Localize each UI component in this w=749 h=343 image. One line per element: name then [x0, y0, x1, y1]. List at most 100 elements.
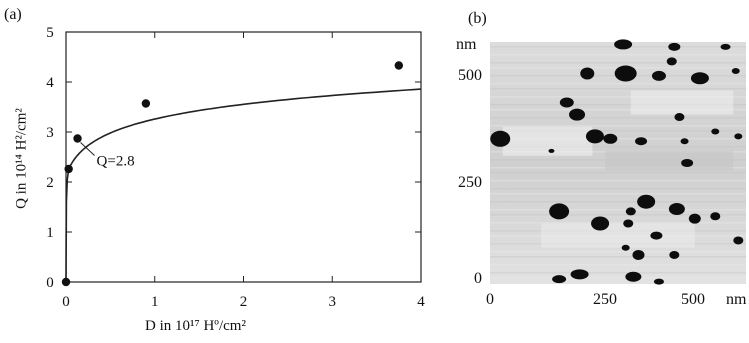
blister	[569, 108, 586, 121]
scan-line	[490, 256, 746, 258]
scan-line	[490, 264, 746, 266]
blister	[734, 133, 743, 140]
scan-line	[490, 209, 746, 211]
blister	[614, 39, 633, 50]
scan-line	[490, 130, 746, 132]
scan-line	[490, 277, 746, 279]
scan-line	[490, 125, 746, 127]
blister	[490, 130, 511, 147]
scan-line	[490, 188, 746, 190]
blister	[580, 67, 595, 80]
y-tick-label: 1	[46, 225, 54, 241]
blister	[635, 137, 648, 146]
panel-a-chart: 0 1 2 3 4 5 0 1 2 3 4 Q=2.8	[46, 25, 425, 310]
scan-line	[490, 54, 746, 56]
blister	[637, 194, 656, 209]
scan-line	[490, 201, 746, 203]
scan-line	[490, 251, 746, 253]
blister	[591, 216, 610, 231]
panel-b-y-tick-label: 500	[458, 67, 482, 84]
scan-line	[490, 146, 746, 148]
scan-line	[490, 62, 746, 64]
scan-line	[490, 172, 746, 174]
blister	[621, 244, 630, 251]
blister	[625, 207, 636, 216]
blister	[674, 113, 685, 122]
x-tick-label: 0	[62, 294, 70, 310]
blister	[585, 129, 604, 144]
blister	[690, 72, 709, 85]
blister	[548, 148, 555, 153]
blister	[688, 213, 701, 224]
blister	[603, 133, 618, 144]
blister	[650, 231, 663, 240]
data-point	[64, 164, 73, 174]
scan-line	[490, 109, 746, 111]
surface-patch	[502, 126, 593, 156]
panel-b-y-tick-label: 250	[458, 174, 482, 191]
scan-line	[490, 214, 746, 216]
panel-b-unit-top: nm	[456, 36, 477, 53]
panel-a-xlabel-text: D in 10¹⁷ Hº/cm²	[145, 318, 246, 334]
panel-b-afm-image: nm 500 250 00 250 500 nm	[456, 36, 747, 308]
blister	[669, 250, 680, 259]
blister	[653, 278, 664, 285]
blister	[623, 219, 634, 228]
blister	[559, 97, 574, 108]
blister	[651, 70, 666, 81]
blister	[710, 212, 721, 221]
y-tick-label: 3	[46, 125, 54, 141]
scan-line	[490, 83, 746, 85]
surface-patch	[541, 223, 695, 248]
panel-b-unit-right: nm	[726, 291, 747, 308]
blister	[668, 42, 681, 51]
blister	[711, 128, 720, 135]
surface-patch	[605, 150, 734, 171]
panel-a-label: (a)	[4, 6, 22, 23]
blister	[680, 138, 689, 145]
scan-line	[490, 180, 746, 182]
blister	[570, 269, 589, 280]
data-point	[73, 134, 82, 143]
scan-line	[490, 193, 746, 195]
data-point	[61, 277, 71, 287]
blister	[666, 57, 677, 66]
blister	[549, 203, 570, 220]
x-tick-label: 2	[240, 294, 248, 310]
blister	[681, 159, 694, 167]
blister	[733, 236, 744, 245]
annotation-label: Q=2.8	[97, 154, 135, 170]
data-point	[141, 99, 151, 108]
annotation-leader	[80, 142, 95, 156]
panel-a-xlabel: D in 10¹⁷ Hº/cm²	[145, 318, 246, 335]
blister	[632, 249, 645, 260]
y-tick-label: 2	[46, 175, 54, 191]
y-tick-label: 5	[46, 25, 54, 41]
blister	[552, 275, 567, 284]
scan-line	[490, 96, 746, 98]
blister	[668, 202, 685, 215]
scan-line	[490, 88, 746, 90]
scan-line	[490, 138, 746, 140]
blister	[614, 65, 637, 82]
scan-line	[490, 272, 746, 274]
panel-b-label: (b)	[468, 10, 487, 27]
fit-curve	[65, 88, 422, 283]
blister	[731, 68, 740, 75]
blister	[625, 271, 642, 282]
y-tick-label: 4	[46, 75, 54, 91]
scan-line	[490, 117, 746, 119]
scan-line	[490, 222, 746, 224]
panel-b-x-tick-label: 500	[681, 291, 705, 308]
panel-b-x-tick-label: 0	[486, 291, 494, 308]
x-tick-label: 1	[151, 294, 159, 310]
y-tick-label: 0	[46, 275, 54, 291]
x-tick-label: 4	[417, 294, 425, 310]
data-point	[394, 61, 404, 70]
blister	[720, 43, 731, 50]
panel-b-x-tick-label: 250	[593, 291, 617, 308]
scan-line	[490, 104, 746, 106]
surface-patch	[630, 90, 734, 115]
x-tick-label: 3	[329, 294, 337, 310]
